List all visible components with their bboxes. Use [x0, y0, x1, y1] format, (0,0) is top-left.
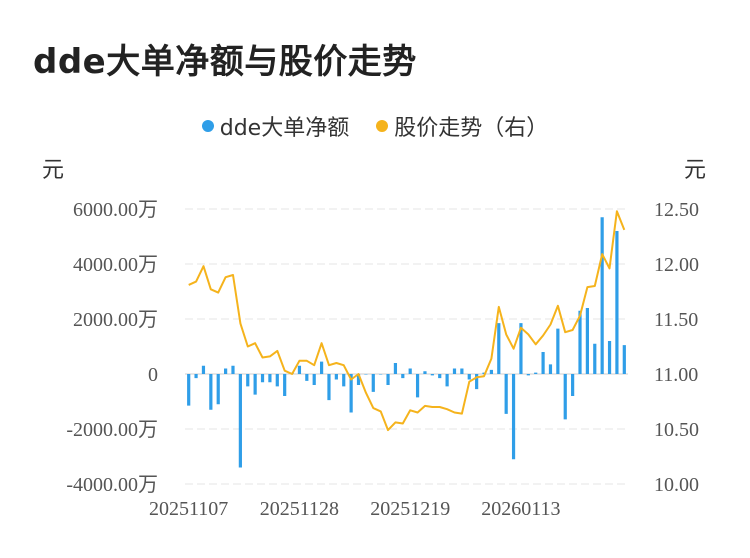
bar: [268, 374, 272, 383]
left-tick-label: 4000.00万: [73, 254, 158, 276]
bar: [563, 374, 567, 420]
right-tick-label: 10.50: [654, 419, 699, 441]
bar: [364, 374, 368, 375]
price-line: [188, 210, 626, 432]
bar: [253, 374, 257, 395]
chart-title: dde大单净额与股价走势: [33, 42, 417, 82]
bar: [482, 372, 486, 374]
bar: [460, 368, 464, 374]
bar: [541, 352, 545, 374]
bar-series: [187, 217, 626, 468]
bar: [209, 374, 213, 410]
bar: [578, 310, 582, 374]
bar: [231, 365, 235, 374]
bar: [224, 368, 228, 374]
bar: [593, 343, 597, 374]
left-tick-label: -4000.00万: [66, 474, 158, 496]
bar: [622, 345, 626, 374]
legend-label-price: 股价走势（右）: [394, 116, 549, 141]
price-line-series: [188, 210, 626, 432]
legend-item-price[interactable]: 股价走势（右）: [376, 110, 548, 142]
bar: [497, 323, 501, 374]
legend-label-dde: dde大单净额: [219, 116, 350, 141]
legend-dot-dde: [201, 120, 214, 132]
bar: [260, 374, 265, 383]
x-axis-ticks: 20251107 20251128 20251219 20260113: [149, 498, 561, 520]
bar: [349, 374, 353, 413]
bar: [327, 374, 331, 401]
right-axis-unit: 元: [684, 158, 706, 183]
right-tick-label: 11.50: [654, 309, 698, 331]
left-tick-label: -2000.00万: [66, 419, 158, 441]
x-tick-label: 20260113: [481, 498, 560, 520]
left-tick-label: 6000.00万: [73, 199, 158, 221]
bar: [312, 374, 316, 385]
bar: [548, 364, 553, 374]
bar: [445, 374, 449, 387]
bar: [408, 368, 412, 374]
right-tick-label: 11.00: [654, 364, 698, 386]
legend-dot-price: [376, 120, 389, 132]
bar: [556, 328, 560, 374]
bar: [386, 374, 390, 385]
bar: [467, 374, 471, 380]
left-axis-ticks: 6000.00万 4000.00万 2000.00万 0 -2000.00万 -4000.…: [66, 199, 158, 496]
left-tick-label: 0: [148, 364, 158, 386]
bar: [430, 374, 434, 376]
bar: [319, 361, 324, 374]
bar: [342, 374, 346, 387]
bar: [305, 374, 309, 381]
bar: [194, 374, 198, 379]
left-tick-label: 2000.00万: [73, 309, 158, 331]
bar: [246, 374, 250, 387]
bar: [438, 374, 442, 379]
bar: [379, 374, 383, 375]
bar: [526, 374, 530, 376]
bar: [275, 374, 279, 387]
bar: [615, 231, 619, 374]
right-tick-label: 12.50: [654, 199, 699, 221]
bar: [475, 374, 479, 390]
bar: [511, 374, 516, 460]
x-tick-label: 20251107: [149, 498, 228, 520]
bar: [600, 217, 604, 374]
bar: [401, 374, 405, 379]
bar: [423, 371, 427, 374]
grid-lines: [185, 208, 628, 485]
bar: [504, 374, 508, 414]
x-tick-label: 20251128: [260, 498, 339, 520]
bar: [356, 374, 361, 385]
bar: [334, 374, 338, 380]
x-tick-label: 20251219: [370, 498, 450, 520]
legend-item-dde[interactable]: dde大单净额: [201, 110, 350, 142]
bar: [371, 374, 375, 392]
bar: [216, 374, 220, 405]
bar: [489, 369, 494, 374]
bar: [607, 341, 612, 374]
bar: [187, 374, 191, 406]
bar: [585, 308, 589, 374]
right-tick-label: 12.00: [654, 254, 699, 276]
bar: [534, 372, 538, 374]
bar: [393, 363, 398, 374]
right-tick-label: 10.00: [654, 474, 699, 496]
bar: [297, 365, 302, 374]
right-axis-ticks: 12.50 12.00 11.50 11.00 10.50 10.00: [654, 199, 699, 496]
left-axis-unit: 元: [42, 158, 64, 183]
bar: [452, 368, 457, 374]
bar: [238, 374, 242, 468]
legend: dde大单净额 股价走势（右）: [0, 110, 750, 142]
bar: [283, 374, 287, 396]
bar: [201, 365, 206, 374]
bar: [415, 374, 420, 398]
bar: [571, 374, 575, 396]
bar: [519, 323, 523, 374]
